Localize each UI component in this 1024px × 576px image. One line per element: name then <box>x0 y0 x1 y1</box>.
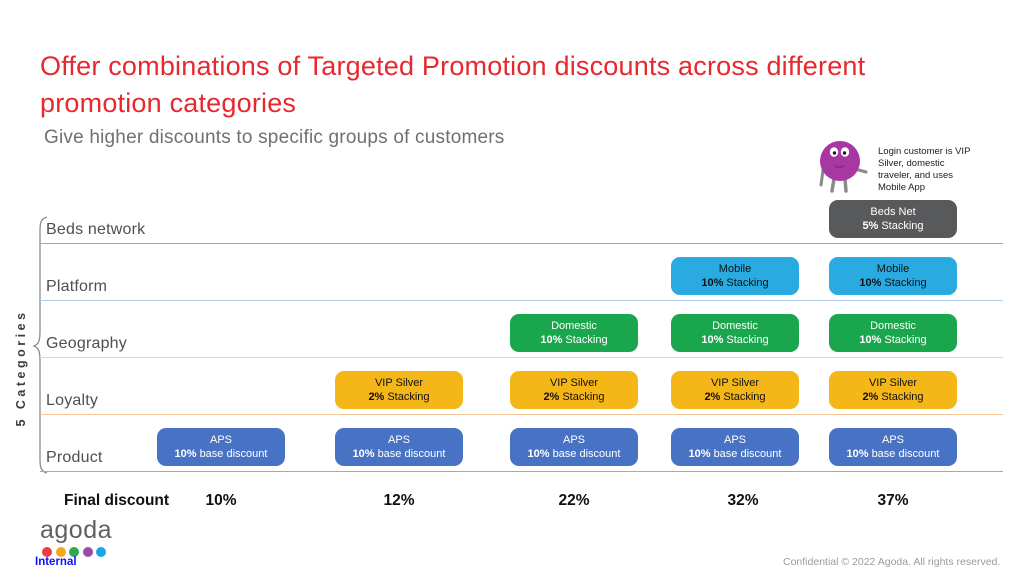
logo-dot-blue <box>96 547 106 557</box>
row-label-loyalty: Loyalty <box>46 392 99 409</box>
promo-box-detail: 10% base discount <box>846 448 940 460</box>
promo-box-title: Mobile <box>876 263 910 275</box>
promo-box-title: VIP Silver <box>710 377 760 389</box>
promo-box-vip-silver: VIP Silver 2% Stacking <box>510 371 638 409</box>
promo-box-detail: 2% Stacking <box>543 391 605 403</box>
promo-box-vip-silver: VIP Silver 2% Stacking <box>829 371 957 409</box>
promo-box-title: Mobile <box>718 263 752 275</box>
promo-box-title: Domestic <box>551 320 597 332</box>
promo-box-domestic: Domestic 10% Stacking <box>510 314 638 352</box>
row-beds-network: Beds network Beds Net 5% Stacking <box>40 187 1003 244</box>
promo-box-domestic: Domestic 10% Stacking <box>671 314 799 352</box>
promo-box-detail: 10% Stacking <box>859 277 927 289</box>
row-platform: Platform Mobile 10% Stacking Mobile 10% St… <box>40 244 1003 301</box>
promo-box-title: APS <box>209 434 232 446</box>
promo-box-title: VIP Silver <box>374 377 424 389</box>
row-label-beds-network: Beds network <box>46 221 146 238</box>
promo-box-detail: 10% Stacking <box>540 334 608 346</box>
promo-box-vip-silver: VIP Silver 2% Stacking <box>671 371 799 409</box>
promo-box-title: APS <box>881 434 904 446</box>
promo-box-aps: APS 10% base discount <box>671 428 799 466</box>
promo-box-mobile: Mobile 10% Stacking <box>829 257 957 295</box>
promo-box-title: Beds Net <box>870 206 916 218</box>
row-label-product: Product <box>46 449 103 466</box>
promo-box-aps: APS 10% base discount <box>157 428 285 466</box>
logo-dot-red <box>42 547 52 557</box>
promo-box-detail: 10% Stacking <box>859 334 927 346</box>
promo-box-title: VIP Silver <box>549 377 599 389</box>
promo-box-detail: 10% Stacking <box>701 277 769 289</box>
agoda-logo: agoda <box>40 516 112 557</box>
promo-box-aps: APS 10% base discount <box>335 428 463 466</box>
promo-box-detail: 10% base discount <box>527 448 621 460</box>
slide-subtitle: Give higher discounts to specific groups… <box>44 127 505 148</box>
final-discount-row: Final discount 10% 12% 22% 32% 37% <box>40 490 1003 514</box>
mascot-icon <box>814 138 870 200</box>
slide-title: Offer combinations of Targeted Promotion… <box>40 51 866 118</box>
promo-box-detail: 10% base discount <box>352 448 446 460</box>
final-discount-value: 37% <box>877 492 909 509</box>
promo-box-title: APS <box>387 434 410 446</box>
logo-dot-green <box>69 547 79 557</box>
callout-text: Login customer is VIP Silver, domestic t… <box>878 146 971 193</box>
row-label-platform: Platform <box>46 278 108 295</box>
promo-box-beds-net: Beds Net 5% Stacking <box>829 200 957 238</box>
logo-dot-orange <box>55 547 66 557</box>
promo-box-detail: 10% base discount <box>688 448 782 460</box>
promo-box-aps: APS 10% base discount <box>829 428 957 466</box>
promo-box-title: Domestic <box>712 320 758 332</box>
promo-box-title: APS <box>723 434 746 446</box>
row-loyalty: Loyalty VIP Silver 2% Stacking VIP Silver… <box>40 358 1003 415</box>
promo-box-detail: 5% Stacking <box>862 220 924 232</box>
promo-box-title: VIP Silver <box>868 377 918 389</box>
row-geography: Geography Domestic 10% Stacking Domestic … <box>40 301 1003 358</box>
promo-box-title: APS <box>562 434 585 446</box>
promo-box-detail: 2% Stacking <box>862 391 924 403</box>
final-discount-label: Final discount <box>64 492 170 509</box>
confidential-notice: Confidential © 2022 Agoda. All rights re… <box>783 556 1001 568</box>
agoda-logo-text: agoda <box>40 516 113 544</box>
promo-box-detail: 2% Stacking <box>368 391 430 403</box>
categories-brace <box>32 216 50 479</box>
row-product: Product APS 10% base discount APS 10% base… <box>40 415 1003 472</box>
promo-box-domestic: Domestic 10% Stacking <box>829 314 957 352</box>
final-discount-value: 22% <box>558 492 590 509</box>
promo-box-mobile: Mobile 10% Stacking <box>671 257 799 295</box>
promo-box-title: Domestic <box>870 320 916 332</box>
final-discount-value: 12% <box>383 492 415 509</box>
promo-box-detail: 2% Stacking <box>704 391 766 403</box>
promo-box-detail: 10% base discount <box>174 448 268 460</box>
logo-dot-purple <box>82 547 93 557</box>
final-discount-value: 10% <box>205 492 237 509</box>
categories-axis-label: 5 Categories <box>14 309 28 427</box>
row-label-geography: Geography <box>46 335 127 352</box>
internal-badge: Internal <box>35 556 77 568</box>
promo-box-detail: 10% Stacking <box>701 334 769 346</box>
final-discount-value: 32% <box>727 492 759 509</box>
promo-box-aps: APS 10% base discount <box>510 428 638 466</box>
agoda-logo-dots <box>42 547 112 557</box>
promo-box-vip-silver: VIP Silver 2% Stacking <box>335 371 463 409</box>
